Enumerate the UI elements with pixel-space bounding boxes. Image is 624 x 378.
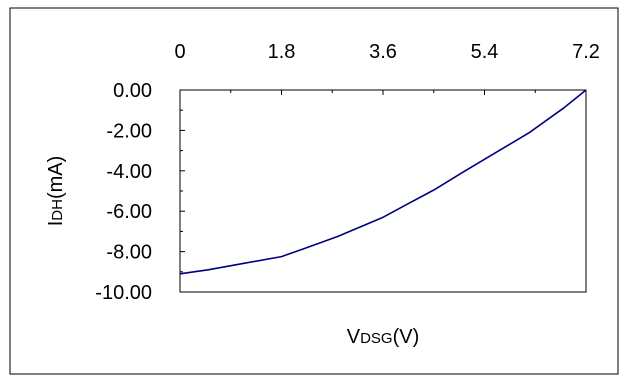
x-tick-label: 3.6 [369,41,397,63]
y-axis-title-unit: (mA) [45,156,67,199]
y-axis-title-main: I [45,221,67,227]
y-axis-title-sub: DH [49,199,66,221]
y-tick-label: -2.00 [106,120,152,142]
x-tick-label: 5.4 [471,41,499,63]
y-tick-label: 0.00 [113,80,152,102]
x-axis-title-sub: DSG [360,330,393,347]
x-axis-title-main: V [347,326,361,348]
y-tick-label: -8.00 [106,242,152,264]
x-axis-ticks: 0 1.8 3.6 5.4 7.2 [174,41,600,95]
x-axis-title-unit: (V) [393,326,420,348]
x-tick-label: 1.8 [268,41,296,63]
series-line [179,89,587,275]
y-tick-label: -10.00 [95,282,152,304]
series-layer [179,89,587,275]
x-tick-label: 7.2 [572,41,600,63]
x-tick-label: 0 [174,41,185,63]
y-axis-ticks: 0.00 -2.00 -4.00 -6.00 -8.00 -10.00 [95,80,185,304]
x-axis-title: VDSG(V) [347,326,420,348]
chart-frame [9,7,619,375]
y-tick-label: -4.00 [106,161,152,183]
y-axis-title: IDH(mA) [45,156,67,227]
y-tick-label: -6.00 [106,201,152,223]
